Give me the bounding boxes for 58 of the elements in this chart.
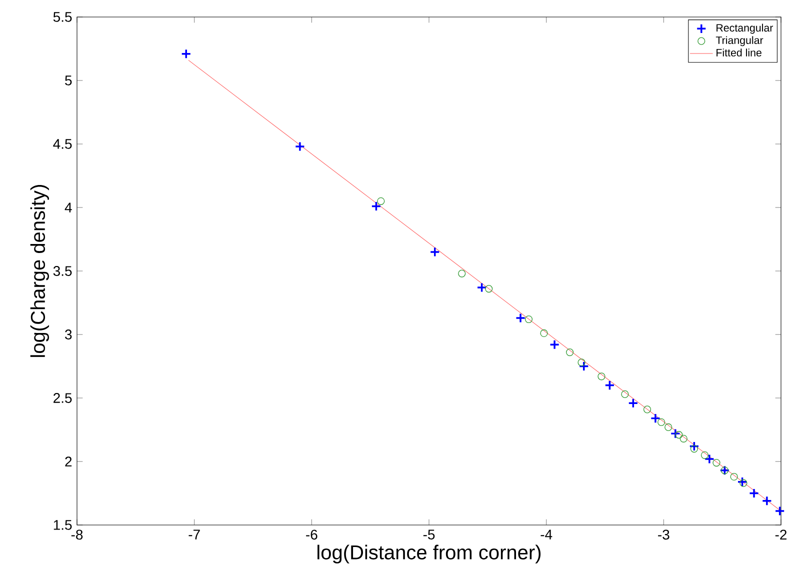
- point: [180, 48, 192, 59]
- point: [578, 358, 586, 366]
- point: [430, 246, 440, 258]
- point: [762, 496, 772, 506]
- y-tick-label: 1.5: [54, 520, 72, 530]
- point: [748, 488, 760, 498]
- point: [578, 361, 590, 372]
- y-tick-label: 5.5: [53, 12, 72, 22]
- point: [549, 340, 560, 350]
- point: [650, 413, 661, 424]
- x-tick-label: -7: [188, 530, 200, 540]
- point: [643, 406, 652, 414]
- point: [515, 312, 526, 324]
- point: [670, 428, 681, 439]
- y-tick-label: 2.5: [54, 393, 72, 403]
- y-tick-label: 3.5: [53, 266, 72, 276]
- y-tick-label: 4.5: [53, 139, 72, 149]
- x-axis-title: log(Distance from corner): [318, 544, 541, 564]
- point: [524, 315, 533, 324]
- point: [675, 431, 683, 439]
- point: [476, 282, 487, 293]
- y-tick-label: 5: [65, 76, 72, 86]
- x-tick-label: -6: [306, 530, 318, 540]
- point: [598, 372, 606, 380]
- point: [680, 434, 688, 442]
- y-tick-label: 4: [64, 202, 72, 212]
- point: [458, 270, 466, 278]
- x-tick-label: -8: [71, 530, 83, 540]
- point: [700, 451, 709, 459]
- legend-label: Fitted line: [716, 48, 762, 56]
- point: [485, 284, 493, 293]
- point: [294, 141, 306, 152]
- point: [689, 441, 700, 452]
- point: [774, 506, 785, 516]
- point: [628, 398, 638, 408]
- x-tick-label: -5: [423, 530, 435, 540]
- point: [664, 423, 672, 432]
- x-tick-label: -3: [658, 530, 670, 540]
- point: [712, 458, 720, 467]
- point: [566, 348, 574, 356]
- point: [737, 476, 748, 487]
- y-axis-title: log(Charge density): [30, 185, 49, 357]
- point: [604, 380, 615, 390]
- point: [371, 201, 382, 212]
- legend-label: Triangular: [716, 36, 764, 46]
- point: [690, 444, 698, 453]
- y-tick-label: 2: [65, 456, 72, 466]
- point: [621, 390, 629, 398]
- y-tick-label: 3: [65, 330, 72, 340]
- point: [730, 472, 738, 481]
- point: [377, 197, 385, 205]
- point: [740, 479, 748, 487]
- point: [540, 329, 548, 338]
- x-tick-label: -2: [775, 530, 786, 540]
- point: [704, 454, 715, 464]
- x-tick-label: -4: [540, 530, 552, 540]
- point: [658, 418, 666, 426]
- legend-label: Rectangular: [716, 24, 774, 34]
